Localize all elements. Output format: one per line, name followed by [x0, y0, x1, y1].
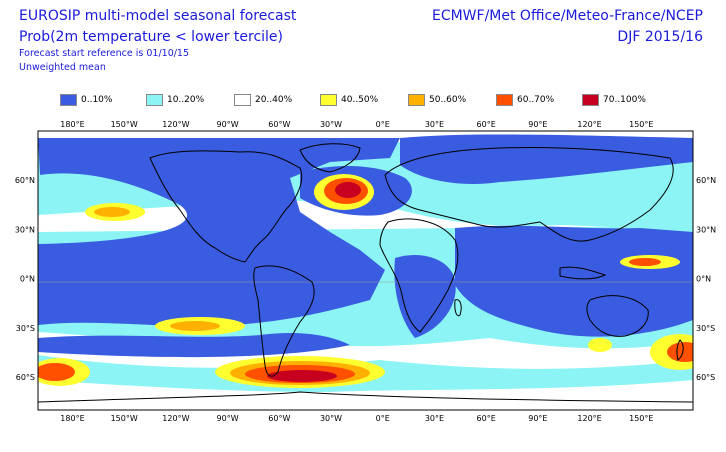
- lat-tick-label-right: 30°S: [696, 324, 715, 333]
- africa-coast: [379, 218, 459, 333]
- weighting-text: Unweighted mean: [19, 62, 106, 73]
- lat-tick-label-right: 60°S: [696, 373, 715, 382]
- yellow-region-indian-ocean: [588, 338, 612, 352]
- lon-tick-label-top: 120°E: [577, 120, 601, 129]
- orange-region-southern-ocean-sw: [38, 363, 75, 381]
- lon-tick-label-top: 180°E: [60, 120, 84, 129]
- lon-tick-label-bottom: 150°E: [629, 414, 653, 423]
- lon-tick-label-bottom: 120°W: [162, 414, 189, 423]
- lon-tick-label-bottom: 30°E: [425, 414, 444, 423]
- lon-tick-label-bottom: 0°E: [376, 414, 390, 423]
- lon-tick-label-top: 90°W: [217, 120, 239, 129]
- orange-region-north-pacific: [94, 207, 130, 217]
- greenland-coast: [299, 143, 361, 173]
- legend-swatch: [496, 94, 513, 106]
- lon-tick-label-top: 0°E: [376, 120, 390, 129]
- orange-region-east-asia: [629, 258, 661, 266]
- australia-coast: [586, 295, 649, 337]
- lat-tick-label-left: 60°N: [15, 176, 35, 185]
- legend-swatch: [60, 94, 77, 106]
- lon-tick-label-top: 60°W: [268, 120, 290, 129]
- lon-tick-label-top: 90°E: [528, 120, 547, 129]
- orange-region-south-pacific: [170, 321, 220, 331]
- europe-asia-coast: [384, 147, 674, 242]
- red-region-north-atlantic: [335, 182, 361, 198]
- lat-tick-label-right: 30°N: [696, 225, 716, 234]
- lon-tick-label-top: 60°E: [477, 120, 496, 129]
- legend-label: 20..40%: [255, 95, 293, 105]
- madagascar-coast: [454, 299, 462, 317]
- indonesia-coast: [559, 266, 607, 280]
- lon-tick-label-bottom: 90°W: [217, 414, 239, 423]
- blue-region-north-america-pacific: [38, 138, 400, 327]
- lat-tick-label-left: 0°N: [20, 275, 35, 284]
- lon-tick-label-bottom: 60°E: [477, 414, 496, 423]
- legend-label: 40..50%: [341, 95, 379, 105]
- south-america-coast: [253, 265, 315, 377]
- legend-swatch: [582, 94, 599, 106]
- legend: 0..10% 10..20% 20..40% 40..50% 50..60% 60..70…: [60, 93, 660, 107]
- north-america-coast: [149, 150, 303, 263]
- blue-region-africa: [394, 254, 456, 338]
- forecast-start-text: Forecast start reference is 01/10/15: [19, 48, 190, 59]
- legend-swatch: [146, 94, 163, 106]
- legend-label: 0..10%: [81, 95, 113, 105]
- legend-label: 70..100%: [603, 95, 646, 105]
- legend-swatch: [408, 94, 425, 106]
- lon-tick-label-top: 150°E: [629, 120, 653, 129]
- lat-tick-label-left: 60°S: [16, 373, 35, 382]
- lon-tick-label-bottom: 90°E: [528, 414, 547, 423]
- title-line-2: Prob(2m temperature < lower tercile): [19, 29, 284, 45]
- orange-region-southern-ocean-se: [667, 342, 693, 362]
- title-line-1: EUROSIP multi-model seasonal forecast: [19, 8, 297, 24]
- lat-tick-label-right: 60°N: [696, 176, 716, 185]
- legend-label: 50..60%: [429, 95, 467, 105]
- lon-tick-label-bottom: 150°W: [111, 414, 138, 423]
- lon-tick-label-top: 30°W: [320, 120, 342, 129]
- new-zealand-coast: [676, 339, 684, 361]
- lon-tick-label-bottom: 120°E: [577, 414, 601, 423]
- lon-tick-label-bottom: 30°W: [320, 414, 342, 423]
- blue-region-indo-pacific: [455, 225, 693, 337]
- lon-tick-label-bottom: 60°W: [268, 414, 290, 423]
- lat-tick-label-left: 30°S: [16, 324, 35, 333]
- antarctica-coast: [38, 391, 693, 403]
- coastlines: [38, 143, 693, 403]
- graticule-ticks: 180°E 180°E 150°W 150°W 120°W 120°W 90°W 90°W 60…: [15, 120, 716, 423]
- lon-tick-label-top: 120°W: [162, 120, 189, 129]
- lon-tick-label-top: 30°E: [425, 120, 444, 129]
- lon-tick-label-top: 150°W: [111, 120, 138, 129]
- blue-region-south-pacific: [38, 333, 350, 358]
- legend-label: 60..70%: [517, 95, 555, 105]
- map-frame: [37, 130, 694, 411]
- legend-label: 10..20%: [167, 95, 205, 105]
- season-text: DJF 2015/16: [617, 29, 703, 45]
- centres-text: ECMWF/Met Office/Meteo-France/NCEP: [431, 8, 703, 24]
- lat-tick-label-right: 0°N: [696, 275, 711, 284]
- legend-swatch: [234, 94, 251, 106]
- red-region-south-atlantic: [267, 370, 337, 382]
- blue-region-eurasia: [400, 134, 693, 185]
- lat-tick-label-left: 30°N: [15, 225, 35, 234]
- legend-swatch: [320, 94, 337, 106]
- lon-tick-label-bottom: 180°E: [60, 414, 84, 423]
